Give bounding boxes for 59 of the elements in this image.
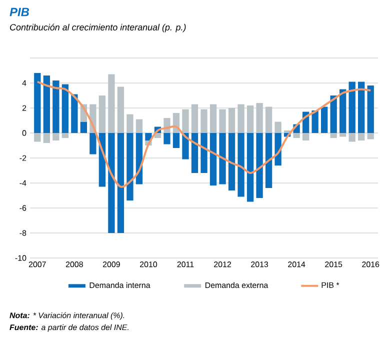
bar <box>182 133 189 160</box>
bar <box>191 133 198 173</box>
bar <box>164 133 170 144</box>
bar <box>34 133 41 142</box>
bar <box>200 109 208 133</box>
bar <box>330 96 337 133</box>
bar <box>80 122 88 133</box>
bar <box>90 133 96 154</box>
bar <box>43 76 50 133</box>
bar <box>228 108 236 133</box>
bar <box>172 133 180 148</box>
bar <box>43 133 50 143</box>
bar <box>228 133 236 190</box>
bar <box>34 73 41 133</box>
bar <box>246 106 254 133</box>
bar <box>126 114 134 133</box>
bar <box>117 86 124 133</box>
bar <box>52 133 60 140</box>
bar <box>117 133 124 233</box>
bar <box>340 133 346 137</box>
bar <box>256 133 263 198</box>
bar <box>182 109 189 133</box>
bar <box>71 94 78 133</box>
bar <box>62 84 69 133</box>
bar <box>348 82 356 133</box>
bar <box>98 96 106 133</box>
bar <box>367 133 374 140</box>
bar <box>238 104 244 133</box>
bar <box>108 133 115 233</box>
bar <box>52 80 60 133</box>
bar <box>348 133 356 142</box>
bar <box>136 119 143 133</box>
bar <box>126 133 134 200</box>
bar <box>320 106 328 133</box>
chart-title: PIB <box>10 8 30 16</box>
bar <box>330 133 337 138</box>
bar <box>274 122 282 133</box>
bar <box>358 82 365 133</box>
bar <box>265 133 272 188</box>
bar <box>265 106 272 133</box>
bar <box>256 103 263 133</box>
bar <box>246 133 254 202</box>
bar <box>210 104 217 133</box>
bar <box>108 74 115 133</box>
bar <box>210 133 217 186</box>
bar <box>238 133 244 197</box>
bar <box>358 133 365 140</box>
bar <box>367 86 374 133</box>
bar <box>293 133 300 138</box>
bar <box>200 133 208 173</box>
bar <box>302 133 310 140</box>
bar <box>191 104 198 133</box>
chart-subtitle: Contribución al crecimiento interanual (p. p.) <box>10 24 186 32</box>
bar <box>219 109 226 133</box>
line-series <box>36 80 372 188</box>
bar <box>312 110 318 133</box>
bar <box>340 89 346 133</box>
bar <box>219 133 226 184</box>
bar <box>62 133 69 138</box>
